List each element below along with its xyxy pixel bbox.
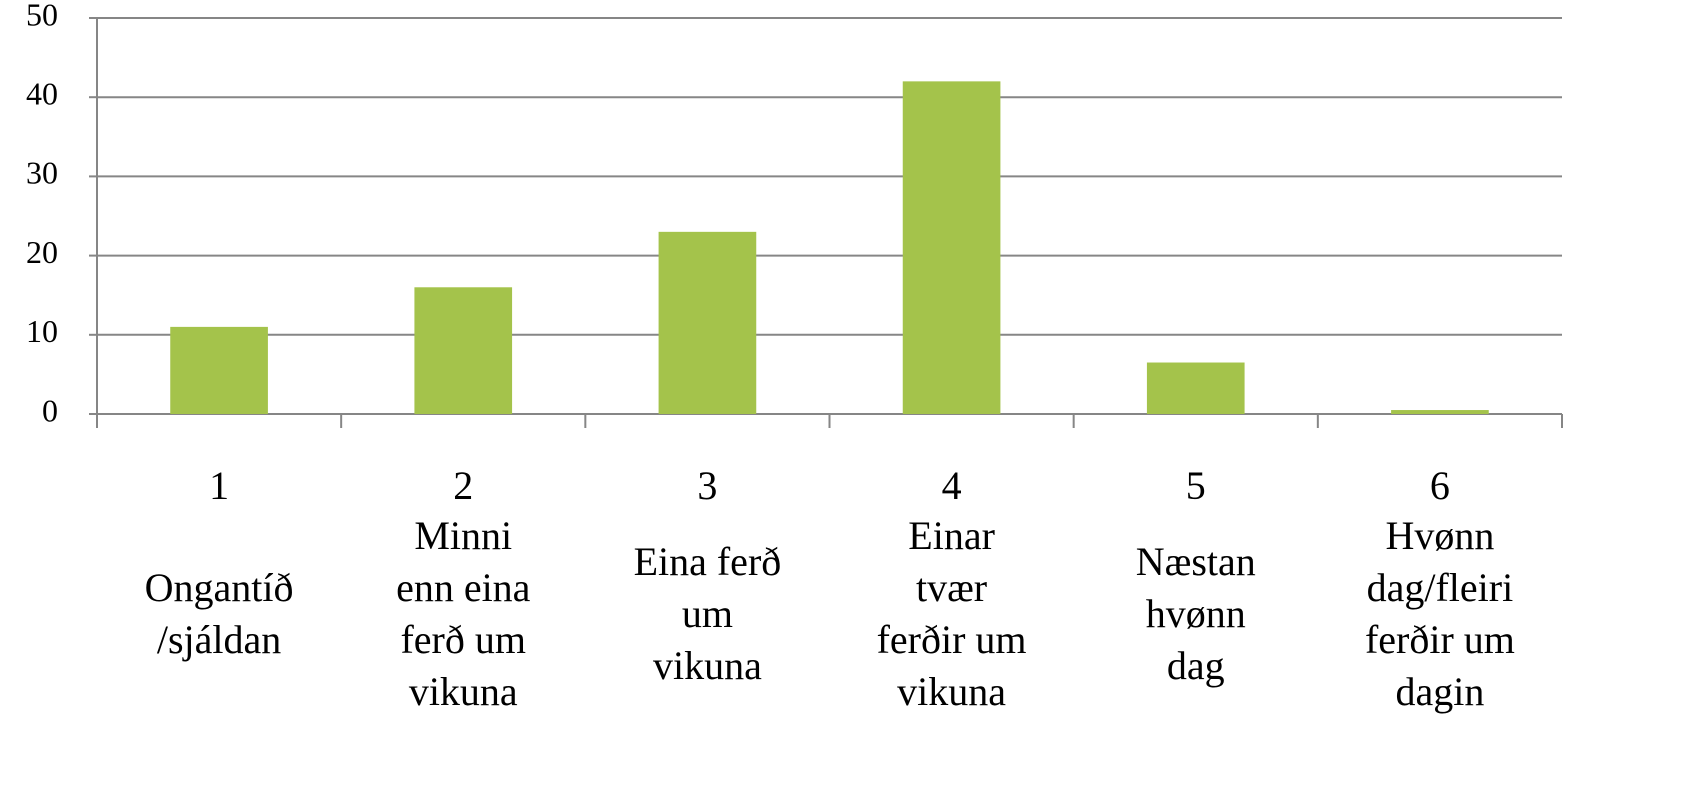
y-tick-label: 40 (26, 76, 58, 112)
x-tick-label: 2 (453, 463, 473, 508)
x-tick-label: vikuna (409, 669, 518, 714)
x-tick-label: 3 (697, 463, 717, 508)
y-tick-label: 20 (26, 234, 58, 270)
bar (1146, 362, 1245, 414)
bar (658, 231, 757, 414)
x-tick-label: Minni (414, 513, 512, 558)
x-tick-label: dagin (1395, 669, 1484, 714)
x-tick-label: Ongantíð (145, 565, 294, 610)
y-tick-label: 50 (26, 0, 58, 32)
x-tick-label: /sjáldan (157, 617, 281, 662)
bar (170, 326, 268, 414)
x-tick-label: vikuna (897, 669, 1006, 714)
y-tick-label: 30 (26, 155, 58, 191)
x-tick-label: tvær (916, 565, 987, 610)
x-tick-label: ferðir um (877, 617, 1027, 662)
x-tick-label: Næstan (1136, 539, 1256, 584)
x-tick-label: 5 (1186, 463, 1206, 508)
x-tick-label: ferð um (400, 617, 526, 662)
x-tick-label: Hvønn (1385, 513, 1494, 558)
x-tick-label: Einar (908, 513, 995, 558)
x-tick-label: enn eina (396, 565, 531, 610)
x-tick-label: um (682, 591, 733, 636)
x-tick-label: 4 (942, 463, 962, 508)
bar (1391, 410, 1489, 414)
y-tick-label: 0 (42, 392, 58, 428)
x-tick-label: hvønn (1146, 591, 1246, 636)
x-tick-label: vikuna (653, 643, 762, 688)
y-tick-label: 10 (26, 313, 58, 349)
x-tick-label: 1 (209, 463, 229, 508)
x-tick-label: ferðir um (1365, 617, 1515, 662)
x-tick-label: dag (1167, 643, 1225, 688)
x-tick-label: 6 (1430, 463, 1450, 508)
x-tick-label: Eina ferð (634, 539, 782, 584)
x-tick-label: dag/fleiri (1367, 565, 1514, 610)
bar (414, 287, 513, 414)
bar (902, 81, 1001, 415)
